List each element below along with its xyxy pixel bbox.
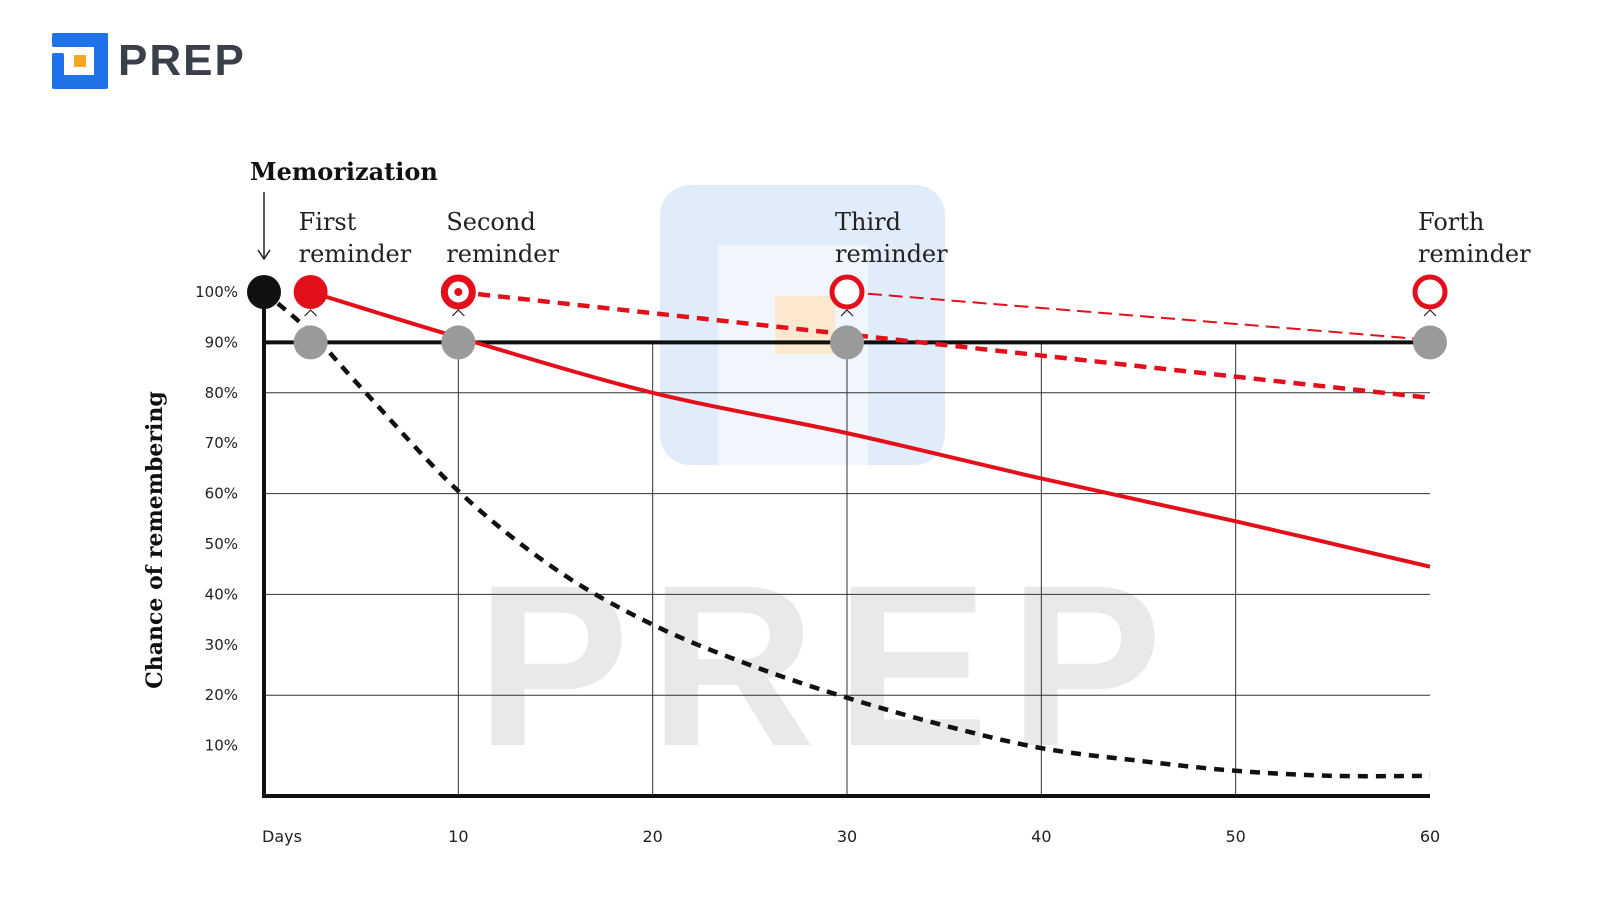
reminder-marker-4 xyxy=(1412,274,1448,310)
y-tick-label-20: 20% xyxy=(205,686,238,704)
reminder-label-4-line1: Forth xyxy=(1418,208,1484,236)
prep-logo-icon xyxy=(52,33,108,89)
x-tick-label-60: 60 xyxy=(1420,827,1440,846)
reminder-label-1-line2: reminder xyxy=(299,240,412,268)
x-tick-label-20: 20 xyxy=(642,827,662,846)
prep-logo: PREP xyxy=(52,32,246,90)
series-line-4 xyxy=(846,291,1431,341)
watermark-text: PREP xyxy=(476,537,1182,794)
y-tick-label-60: 60% xyxy=(205,485,238,503)
reminder-label-4-line2: reminder xyxy=(1418,240,1531,268)
reminder-caret-4 xyxy=(1423,309,1437,317)
y-tick-label-100: 100% xyxy=(195,283,238,301)
reminder-label-1-line1: First xyxy=(299,208,357,236)
x-tick-label-30: 30 xyxy=(837,827,857,846)
y-tick-label-90: 90% xyxy=(205,333,238,351)
y-tick-label-50: 50% xyxy=(205,535,238,553)
x-axis-label: Days xyxy=(262,827,302,846)
memorization-arrow xyxy=(257,192,271,261)
chart-title: Memorization xyxy=(250,157,438,186)
y-tick-label-70: 70% xyxy=(205,434,238,452)
tick-labels: 100% 90% 80% 70% 60% 50% 40% 30% 20% 10% 10 20 30 40 5… xyxy=(195,283,1440,846)
x-tick-label-50: 50 xyxy=(1225,827,1245,846)
y-tick-label-30: 30% xyxy=(205,636,238,654)
watermark: PREP xyxy=(476,185,1182,794)
reminder-label-3-line2: reminder xyxy=(835,240,948,268)
reminder-label-3-line1: Third xyxy=(835,208,901,236)
markers xyxy=(247,274,1448,360)
reminder-labels: First reminder Second reminder Third reminder… xyxy=(299,208,1531,268)
grid xyxy=(264,342,1430,796)
threshold-marker-1 xyxy=(293,325,328,360)
reminder-marker-dot-2 xyxy=(454,288,463,296)
y-tick-label-40: 40% xyxy=(205,585,238,603)
y-tick-label-10: 10% xyxy=(205,737,238,755)
logo-text: PREP xyxy=(118,36,246,85)
x-tick-label-40: 40 xyxy=(1031,827,1051,846)
series-line-3 xyxy=(458,289,1431,401)
memorization-marker xyxy=(247,275,281,309)
watermark-logo-square xyxy=(775,296,835,354)
reminder-marker-3 xyxy=(829,274,865,310)
reminder-marker-1 xyxy=(293,275,328,309)
y-axis-label: Chance of remembering xyxy=(142,391,168,688)
x-tick-label-10: 10 xyxy=(448,827,468,846)
reminder-label-2-line2: reminder xyxy=(446,240,559,268)
threshold-marker-3 xyxy=(830,325,864,360)
reminder-caret-2 xyxy=(451,309,465,317)
series-line-1 xyxy=(262,290,1431,779)
threshold-marker-4 xyxy=(1413,325,1447,360)
reminder-label-2-line1: Second xyxy=(446,208,535,236)
threshold-marker-2 xyxy=(441,325,476,360)
reminder-caret-3 xyxy=(840,309,854,317)
reminder-caret-1 xyxy=(304,309,318,317)
y-tick-label-80: 80% xyxy=(205,384,238,402)
